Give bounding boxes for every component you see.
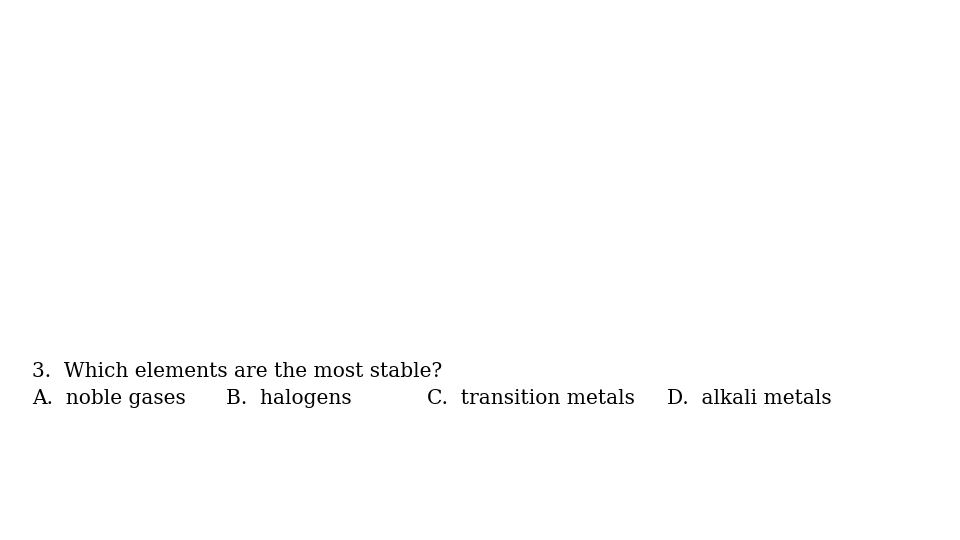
Text: 3.  Which elements are the most stable?: 3. Which elements are the most stable? — [32, 362, 442, 381]
Text: C.  transition metals: C. transition metals — [427, 389, 636, 408]
Text: B.  halogens: B. halogens — [226, 389, 351, 408]
Text: D.  alkali metals: D. alkali metals — [667, 389, 831, 408]
Text: A.  noble gases: A. noble gases — [32, 389, 185, 408]
